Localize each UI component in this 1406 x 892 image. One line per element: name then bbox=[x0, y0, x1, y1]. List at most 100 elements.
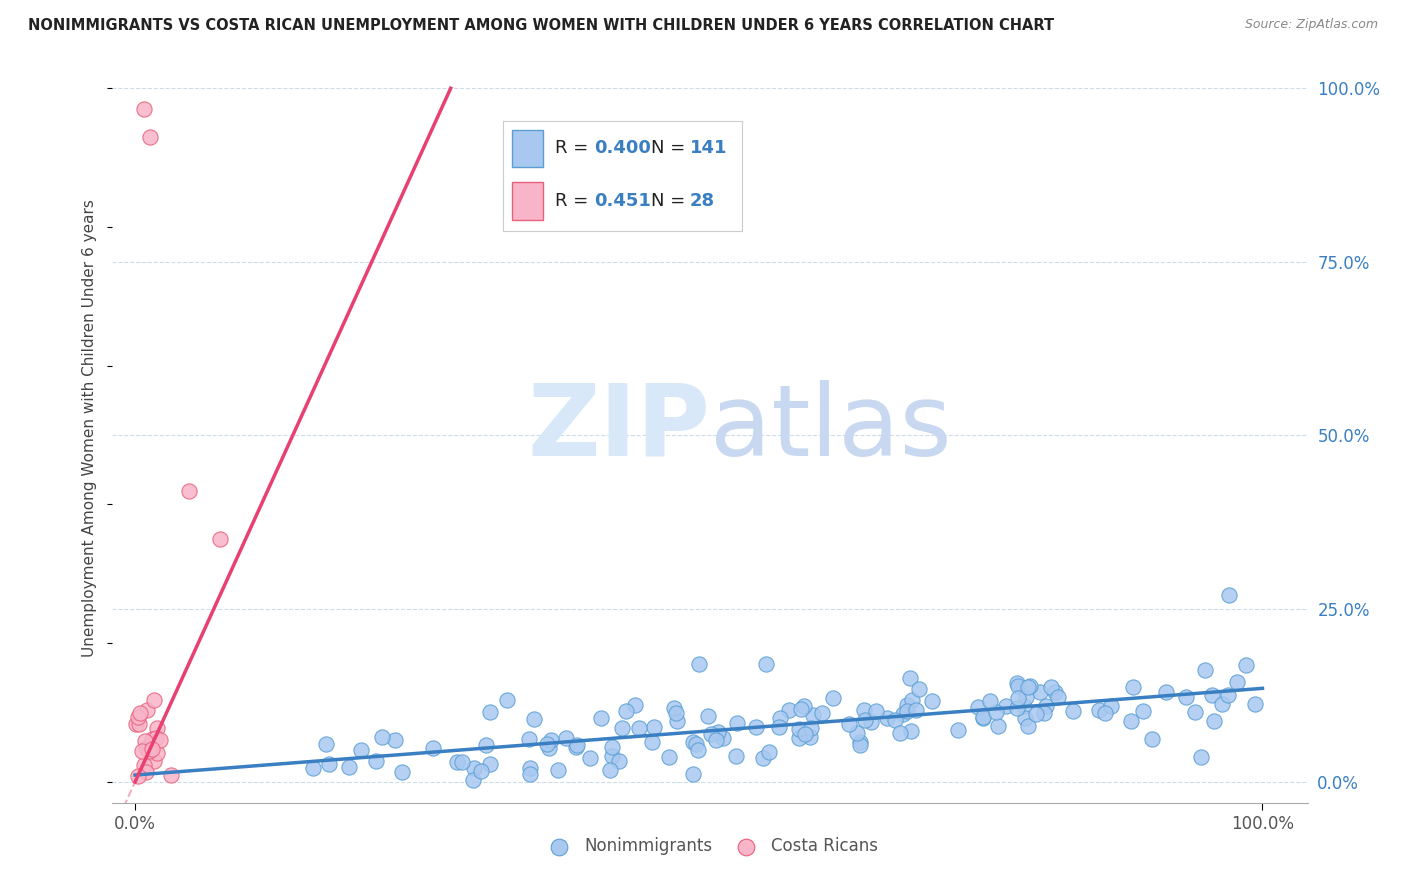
Point bbox=[778, 703, 800, 717]
Point bbox=[1174, 690, 1197, 704]
Point bbox=[884, 713, 907, 727]
Point bbox=[853, 702, 876, 716]
Point bbox=[1005, 701, 1028, 715]
Point bbox=[758, 745, 780, 759]
Point bbox=[132, 758, 155, 772]
Point bbox=[1156, 685, 1178, 699]
Point bbox=[896, 698, 918, 712]
Point bbox=[1046, 690, 1069, 704]
Point bbox=[787, 731, 810, 745]
Point bbox=[371, 730, 394, 744]
Point bbox=[725, 715, 748, 730]
Point bbox=[315, 737, 337, 751]
Point bbox=[384, 732, 406, 747]
Point bbox=[135, 764, 157, 779]
Point bbox=[565, 739, 588, 754]
Text: Source: ZipAtlas.com: Source: ZipAtlas.com bbox=[1244, 18, 1378, 31]
Point bbox=[607, 754, 630, 768]
Point bbox=[337, 760, 360, 774]
Point bbox=[138, 743, 160, 757]
Point bbox=[682, 735, 704, 749]
Point bbox=[921, 694, 943, 708]
Point bbox=[1122, 681, 1144, 695]
Point bbox=[127, 769, 149, 783]
Text: atlas: atlas bbox=[710, 380, 952, 476]
Point bbox=[800, 721, 823, 735]
Point bbox=[579, 751, 602, 765]
Text: 141: 141 bbox=[689, 139, 727, 157]
Point bbox=[143, 693, 166, 707]
Point bbox=[1194, 663, 1216, 677]
Point bbox=[391, 764, 413, 779]
Point bbox=[470, 764, 492, 779]
Point bbox=[614, 704, 637, 718]
Point bbox=[1204, 714, 1226, 729]
Legend: Nonimmigrants, Costa Ricans: Nonimmigrants, Costa Ricans bbox=[536, 830, 884, 862]
Point bbox=[475, 738, 498, 752]
Point bbox=[1218, 588, 1240, 602]
Point bbox=[686, 743, 709, 757]
Point bbox=[1099, 699, 1122, 714]
Point bbox=[1132, 704, 1154, 718]
Text: N =: N = bbox=[651, 192, 692, 210]
Point bbox=[422, 740, 444, 755]
Point bbox=[972, 710, 994, 724]
Point bbox=[1040, 681, 1063, 695]
Point bbox=[838, 716, 860, 731]
Point bbox=[146, 721, 169, 735]
Point bbox=[301, 760, 323, 774]
Point bbox=[896, 705, 918, 719]
Point bbox=[865, 704, 887, 718]
Point bbox=[755, 657, 778, 671]
Point bbox=[134, 734, 156, 748]
Point bbox=[479, 705, 502, 719]
Point bbox=[1029, 685, 1052, 699]
Point bbox=[141, 731, 163, 746]
Text: N =: N = bbox=[651, 139, 692, 157]
Point bbox=[1201, 688, 1223, 702]
Point bbox=[860, 715, 883, 730]
Text: R =: R = bbox=[555, 139, 595, 157]
Point bbox=[555, 731, 578, 745]
Point bbox=[446, 755, 468, 769]
Point bbox=[707, 725, 730, 739]
Point bbox=[451, 755, 474, 769]
Point bbox=[1244, 697, 1267, 711]
Point bbox=[682, 767, 704, 781]
Bar bbox=[512, 182, 543, 219]
Text: NONIMMIGRANTS VS COSTA RICAN UNEMPLOYMENT AMONG WOMEN WITH CHILDREN UNDER 6 YEAR: NONIMMIGRANTS VS COSTA RICAN UNEMPLOYMEN… bbox=[28, 18, 1054, 33]
Point bbox=[793, 698, 815, 713]
Point bbox=[1140, 732, 1163, 747]
Point bbox=[131, 744, 153, 758]
Point bbox=[799, 730, 821, 744]
Point bbox=[627, 721, 650, 735]
Point bbox=[149, 733, 172, 747]
Point bbox=[1032, 706, 1054, 720]
Point bbox=[463, 772, 485, 787]
Text: ZIP: ZIP bbox=[527, 380, 710, 476]
Point bbox=[769, 711, 792, 725]
Point bbox=[1007, 691, 1029, 706]
Point bbox=[599, 763, 621, 777]
Bar bbox=[512, 129, 543, 167]
Point bbox=[1014, 711, 1036, 725]
Text: 28: 28 bbox=[689, 192, 714, 210]
Point bbox=[318, 757, 340, 772]
Point bbox=[138, 129, 160, 144]
Point bbox=[790, 702, 813, 716]
Point bbox=[1005, 675, 1028, 690]
Point bbox=[662, 701, 685, 715]
Point bbox=[711, 731, 734, 746]
Point bbox=[129, 706, 152, 720]
Point bbox=[600, 749, 623, 764]
Point bbox=[986, 705, 1008, 719]
Point bbox=[665, 706, 688, 720]
Point bbox=[1094, 706, 1116, 721]
Point bbox=[1015, 690, 1038, 704]
Point bbox=[685, 737, 707, 751]
Point bbox=[1014, 698, 1036, 713]
Point bbox=[1226, 674, 1249, 689]
Point bbox=[142, 754, 165, 768]
Point bbox=[979, 694, 1001, 708]
Point bbox=[908, 682, 931, 697]
